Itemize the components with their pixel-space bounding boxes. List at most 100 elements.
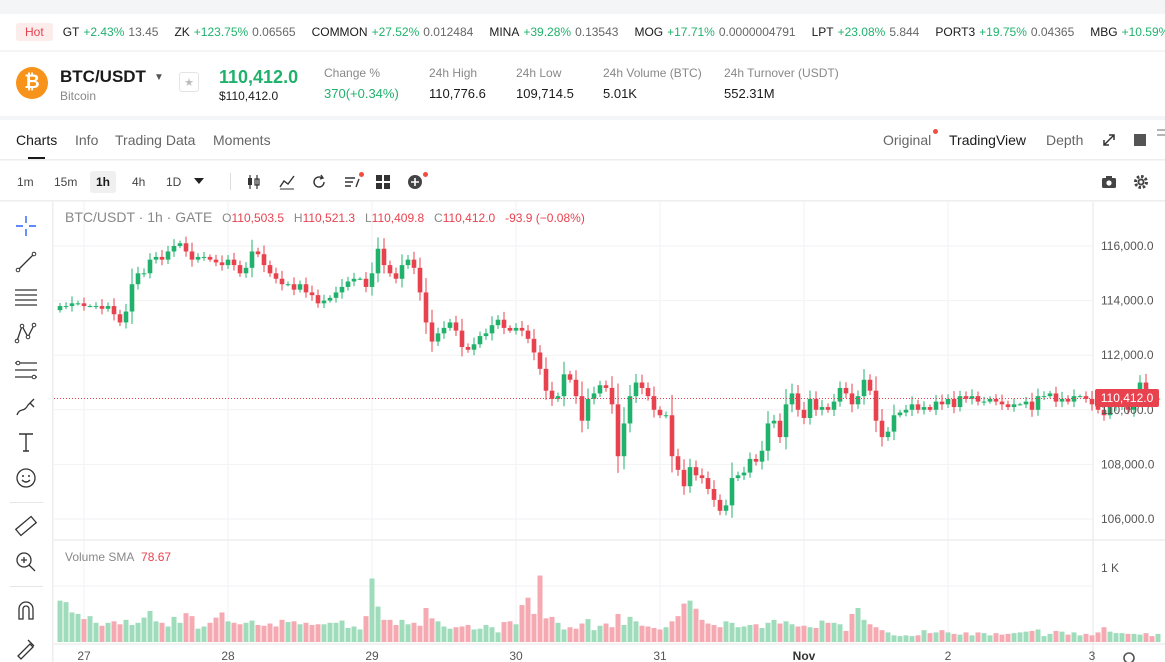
menu-lines-icon[interactable] [1157,128,1165,142]
volume-bar [903,635,909,642]
legend-high-value: 110,521.3 [302,211,356,225]
ticker-item-lpt[interactable]: LPT +23.08% 5.844 [812,25,920,39]
ticker-item-mina[interactable]: MINA +39.28% 0.13543 [489,25,618,39]
pattern-icon[interactable] [14,321,38,345]
volume-bar [549,616,555,642]
hot-badge[interactable]: Hot [16,23,53,41]
candle-body [75,303,81,305]
magnet-icon[interactable] [14,599,38,623]
candle-body [777,420,783,438]
last-price-tag: 110,412.0 [1095,389,1159,407]
interval-4h[interactable]: 4h [132,175,146,189]
time-tick-label: Nov [793,649,816,662]
candles-icon[interactable] [245,173,263,191]
expand-icon[interactable] [1102,133,1116,147]
horizontal-lines-icon[interactable] [14,285,38,309]
ticker-item-gt[interactable]: GT +2.43% 13.45 [63,25,159,39]
crosshair-icon[interactable] [14,214,38,238]
volume-bar [375,606,381,642]
favorite-star-icon[interactable]: ★ [179,72,199,92]
volume-bar [669,621,675,642]
replay-icon[interactable] [310,173,328,191]
volume-bar [927,633,933,642]
volume-bar [915,635,921,642]
volume-bar [129,625,135,642]
candle-body [879,420,885,438]
text-tool-icon[interactable] [14,430,38,454]
volume-bar [357,629,363,642]
volume-bar [231,622,237,642]
volume-bar [609,627,615,642]
candle-body [327,297,333,301]
caret-down-icon[interactable]: ▼ [154,72,164,83]
emoji-icon[interactable] [14,466,38,490]
tradingview-chart[interactable]: 116,000.0 114,000.0 112,000.0 110,000.0 108,… [54,202,1165,662]
volume-bar [303,622,309,642]
volume-bar [789,624,795,642]
volume-bar [651,627,657,642]
candle-body [747,458,753,473]
candle-body [105,306,111,309]
time-tick-label: 3 [1089,649,1096,662]
candle-body [411,259,417,268]
interval-1d[interactable]: 1D [166,175,182,189]
tab-trading-data[interactable]: Trading Data [115,132,196,148]
volume-bar [591,630,597,642]
ticker-item-common[interactable]: COMMON +27.52% 0.012484 [312,25,474,39]
tab-info[interactable]: Info [75,132,99,148]
zoom-in-icon[interactable] [14,550,38,574]
volume-bar [171,616,177,642]
ticker-item-port3[interactable]: PORT3 +19.75% 0.04365 [935,25,1074,39]
camera-icon[interactable] [1100,173,1118,191]
candle-body [675,456,681,470]
ticker-item-zk[interactable]: ZK +123.75% 0.06565 [174,25,295,39]
candle-body [195,256,201,260]
indicators-icon[interactable] [278,173,296,191]
tab-original[interactable]: Original [883,132,932,148]
lock-drawings-icon[interactable] [14,636,38,660]
legend-high: H110,521.3 [294,211,355,225]
interval-1h[interactable]: 1h [90,171,117,193]
add-indicator-icon[interactable] [406,173,424,191]
fib-retracement-icon[interactable] [14,358,38,382]
tab-charts[interactable]: Charts [16,132,58,148]
tab-depth[interactable]: Depth [1046,132,1084,148]
volume-bar [951,633,957,642]
ticker-change: +10.59% [1121,25,1165,39]
tab-moments[interactable]: Moments [213,132,271,148]
brush-icon[interactable] [14,395,38,419]
interval-15m[interactable]: 15m [54,175,78,189]
interval-1m[interactable]: 1m [17,175,34,189]
volume-bar [741,626,747,642]
volume-bar [1035,629,1041,642]
candle-body [921,407,927,410]
volume-bar [423,608,429,642]
trend-line-icon[interactable] [14,250,38,274]
ruler-icon[interactable] [14,514,38,538]
volume-bar [1083,633,1089,642]
volume-bar [387,619,393,642]
candle-body [225,259,231,266]
volume-bar [945,632,951,642]
layout-grid-icon[interactable] [374,173,392,191]
stat-change: Change % 370(+0.34%) [324,66,399,101]
candle-body [1083,396,1089,399]
candle-body [909,404,915,410]
volume-bar [855,608,861,642]
interval-dropdown-icon[interactable] [194,178,204,184]
volume-bar [837,624,843,642]
candle-body [825,407,831,410]
settings-gear-icon[interactable] [1132,173,1150,191]
volume-bar [57,600,63,642]
ticker-price: 0.06565 [252,25,296,39]
volume-bar [213,617,219,642]
candlestick-chart-svg[interactable]: 116,000.0114,000.0112,000.0110,000.0108,… [54,202,1165,662]
candle-body [963,396,969,399]
ticker-item-mog[interactable]: MOG +17.71% 0.0000004791 [634,25,795,39]
ticker-item-mbg[interactable]: MBG +10.59% [1090,25,1165,39]
templates-icon[interactable] [343,173,361,191]
layout-square-icon[interactable] [1134,134,1146,146]
tab-tradingview[interactable]: TradingView [949,132,1027,148]
candle-body [573,379,579,397]
pair-selector[interactable]: BTC/USDT [60,67,146,86]
